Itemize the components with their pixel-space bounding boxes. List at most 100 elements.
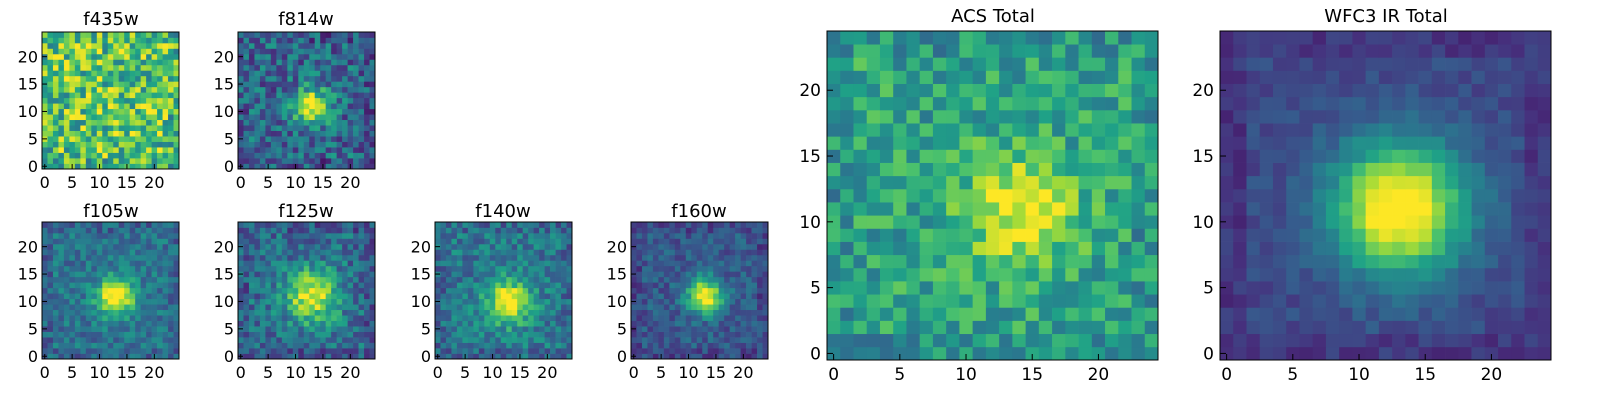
heatmap-cell	[358, 125, 365, 131]
heatmap-cell	[248, 309, 255, 316]
heatmap-cell	[173, 260, 180, 267]
heatmap-cell	[85, 108, 92, 115]
heatmap-cell	[320, 309, 327, 316]
heatmap-cell	[1118, 31, 1132, 45]
heatmap-cell	[52, 254, 59, 261]
heatmap-cell	[919, 123, 934, 137]
heatmap-cell	[331, 260, 337, 267]
heatmap-cell	[42, 97, 48, 104]
heatmap-cell	[517, 315, 524, 321]
heatmap-cell	[157, 125, 163, 131]
heatmap-cell	[740, 348, 747, 354]
heatmap-cell	[1471, 202, 1486, 216]
heatmap-cell	[495, 227, 502, 234]
heatmap-cell	[69, 92, 76, 99]
heatmap-cell	[919, 44, 934, 58]
heatmap-cell	[91, 309, 98, 316]
heatmap-cell	[1144, 254, 1159, 269]
heatmap-cell	[1065, 188, 1079, 203]
heatmap-cell	[47, 331, 54, 338]
heatmap-cell	[303, 86, 310, 93]
heatmap-cell	[364, 222, 370, 228]
heatmap-cell	[58, 53, 65, 60]
heatmap-cell	[42, 119, 48, 126]
heatmap-cell	[1378, 320, 1393, 335]
heatmap-cell	[1537, 346, 1552, 361]
heatmap-cell	[1131, 267, 1146, 282]
heatmap-cell	[336, 48, 343, 55]
heatmap-cell	[451, 348, 458, 354]
heatmap-cell	[298, 309, 305, 316]
x-tick-label: 20	[340, 173, 360, 192]
heatmap-cell	[528, 282, 534, 289]
heatmap-cell	[658, 271, 665, 278]
heatmap-cell	[80, 114, 87, 121]
heatmap-cell	[52, 103, 59, 110]
heatmap-cell	[325, 271, 332, 278]
heatmap-cell	[1524, 281, 1539, 295]
heatmap-cell	[555, 222, 562, 228]
heatmap-cell	[1091, 31, 1106, 45]
heatmap-cell	[1352, 320, 1366, 335]
heatmap-cell	[740, 282, 747, 289]
heatmap-cell	[1312, 188, 1327, 203]
heatmap-cell	[511, 326, 518, 332]
heatmap-cell	[544, 227, 551, 234]
heatmap-cell	[168, 152, 174, 159]
heatmap-cell	[658, 337, 665, 343]
heatmap-cell	[484, 353, 491, 360]
heatmap-cell	[238, 32, 244, 38]
heatmap-cell	[298, 282, 305, 289]
heatmap-cell	[129, 222, 136, 228]
heatmap-cell	[173, 70, 180, 77]
heatmap-cell	[107, 309, 114, 316]
heatmap-cell	[757, 276, 763, 283]
heatmap-cell	[102, 298, 109, 305]
heatmap-cell	[544, 232, 551, 239]
heatmap-cell	[674, 238, 681, 245]
heatmap-cell	[146, 130, 152, 137]
heatmap-cell	[707, 260, 714, 267]
heatmap-cell	[276, 92, 283, 99]
heatmap-cell	[489, 320, 496, 327]
heatmap-cell	[467, 315, 474, 321]
heatmap-cell	[129, 337, 136, 343]
heatmap-cell	[47, 348, 54, 354]
heatmap-cell	[1392, 162, 1406, 177]
heatmap-cell	[347, 342, 354, 349]
heatmap-cell	[292, 254, 299, 261]
heatmap-cell	[151, 271, 158, 278]
heatmap-cell	[270, 293, 277, 300]
heatmap-cell	[500, 337, 507, 343]
heatmap-cell	[254, 86, 261, 93]
heatmap-cell	[336, 249, 343, 256]
heatmap-cell	[52, 136, 59, 142]
heatmap-cell	[358, 163, 365, 170]
heatmap-cell	[985, 241, 1000, 256]
heatmap-cell	[364, 119, 370, 126]
heatmap-cell	[1299, 254, 1314, 269]
y-tick-label: 10	[214, 102, 234, 121]
heatmap-cell	[85, 254, 92, 261]
heatmap-cell	[680, 342, 687, 349]
heatmap-cell	[96, 337, 103, 343]
heatmap-cell	[102, 125, 109, 131]
heatmap-cell	[1378, 175, 1393, 190]
heatmap-cell	[641, 254, 648, 261]
heatmap-cell	[1352, 254, 1366, 269]
heatmap-cell	[1025, 57, 1040, 71]
heatmap-cell	[751, 348, 758, 354]
heatmap-cell	[124, 232, 131, 239]
heatmap-cell	[364, 232, 370, 239]
heatmap-cell	[85, 304, 92, 311]
heatmap-cell	[113, 42, 120, 49]
heatmap-cell	[740, 249, 747, 256]
heatmap-cell	[303, 265, 310, 272]
heatmap-cell	[173, 238, 180, 245]
heatmap-cell	[69, 287, 76, 294]
heatmap-cell	[168, 276, 174, 283]
heatmap-cell	[353, 232, 359, 239]
heatmap-cell	[303, 103, 310, 110]
heatmap-cell	[561, 276, 567, 283]
heatmap-cell	[259, 353, 266, 360]
